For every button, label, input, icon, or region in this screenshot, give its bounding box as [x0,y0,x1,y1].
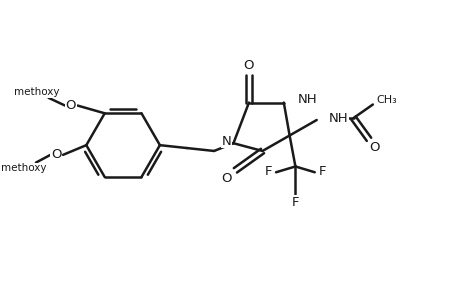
Text: F: F [318,165,325,178]
Text: methoxy: methoxy [14,87,60,97]
Text: O: O [221,172,231,184]
Text: methoxy: methoxy [0,164,46,173]
Text: O: O [51,148,62,161]
Text: F: F [291,196,298,209]
Text: O: O [66,99,76,112]
Text: F: F [264,165,271,178]
Text: NH: NH [297,93,316,106]
Text: CH₃: CH₃ [375,95,396,105]
Text: N: N [221,135,231,148]
Text: O: O [369,141,379,154]
Text: NH: NH [328,112,347,124]
Text: O: O [243,59,254,72]
